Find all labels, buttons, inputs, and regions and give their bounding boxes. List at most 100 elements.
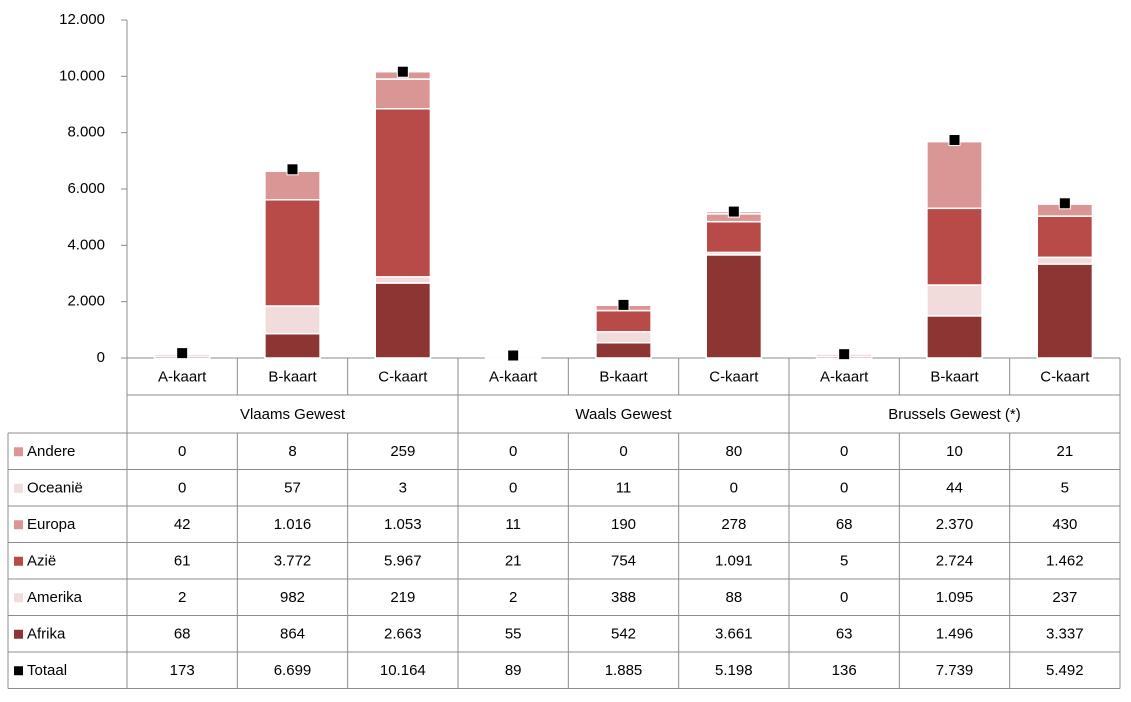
table-value: 68 xyxy=(836,516,853,533)
x-tick-label: B-kaart xyxy=(268,368,317,385)
y-tick-label: 2.000 xyxy=(67,293,105,310)
legend-swatch xyxy=(14,484,23,493)
x-tick-label: C-kaart xyxy=(1040,368,1090,385)
table-value: 3 xyxy=(399,480,407,497)
table-value: 8 xyxy=(288,443,296,460)
bar-segment xyxy=(1037,257,1092,264)
table-value: 5.492 xyxy=(1046,662,1084,679)
legend-swatch xyxy=(14,593,23,602)
x-tick-label: A-kaart xyxy=(820,368,869,385)
table-value: 2.724 xyxy=(936,553,974,570)
table-value: 430 xyxy=(1052,516,1077,533)
table-value: 136 xyxy=(832,662,857,679)
table-value: 10 xyxy=(946,443,963,460)
table-value: 3.337 xyxy=(1046,626,1084,643)
table-value: 0 xyxy=(840,589,848,606)
table-value: 21 xyxy=(505,553,522,570)
table-value: 1.885 xyxy=(605,662,643,679)
table-value: 2 xyxy=(509,589,517,606)
table-value: 11 xyxy=(505,516,521,533)
table-value: 0 xyxy=(509,480,517,497)
total-marker xyxy=(1059,198,1070,209)
table-value: 0 xyxy=(730,480,738,497)
table-value: 0 xyxy=(509,443,517,460)
table-value: 259 xyxy=(390,443,415,460)
bar-segment xyxy=(706,255,761,358)
table-value: 0 xyxy=(840,480,848,497)
total-marker xyxy=(287,164,298,175)
legend-label: Afrika xyxy=(27,626,66,643)
bar-segment xyxy=(927,285,982,316)
x-tick-label: C-kaart xyxy=(378,368,428,385)
bar-segment xyxy=(265,306,320,334)
table-value: 0 xyxy=(178,480,186,497)
bar-segment xyxy=(265,334,320,358)
bar-segment xyxy=(375,283,430,358)
x-tick-label: A-kaart xyxy=(158,368,207,385)
table-value: 219 xyxy=(390,589,415,606)
table-value: 190 xyxy=(611,516,636,533)
y-tick-label: 0 xyxy=(97,349,105,366)
legend-swatch xyxy=(14,630,23,639)
total-marker xyxy=(397,66,408,77)
table-value: 237 xyxy=(1052,589,1077,606)
table-value: 57 xyxy=(284,480,301,497)
y-tick-label: 6.000 xyxy=(67,180,105,197)
table-value: 5 xyxy=(840,553,848,570)
legend-swatch xyxy=(14,666,23,675)
table-value: 0 xyxy=(840,443,848,460)
bar-segment xyxy=(1037,216,1092,257)
table-value: 3.772 xyxy=(274,553,312,570)
table-value: 0 xyxy=(178,443,186,460)
table-value: 754 xyxy=(611,553,636,570)
table-value: 1.091 xyxy=(715,553,753,570)
bar-segment xyxy=(1037,264,1092,358)
total-marker xyxy=(508,350,519,361)
table-value: 5.967 xyxy=(384,553,422,570)
legend-label: Totaal xyxy=(27,662,67,679)
table-value: 44 xyxy=(946,480,963,497)
bar-segment xyxy=(596,332,651,343)
table-value: 68 xyxy=(174,626,191,643)
total-marker xyxy=(839,349,850,360)
table-value: 388 xyxy=(611,589,636,606)
table-value: 1.462 xyxy=(1046,553,1084,570)
bar-segment xyxy=(596,311,651,332)
table-value: 2 xyxy=(178,589,186,606)
total-marker xyxy=(177,348,188,359)
table-value: 42 xyxy=(174,516,191,533)
table-value: 1.053 xyxy=(384,516,422,533)
table-value: 80 xyxy=(725,443,742,460)
table-value: 21 xyxy=(1056,443,1073,460)
table-value: 63 xyxy=(836,626,853,643)
table-value: 11 xyxy=(616,480,632,497)
x-tick-label: B-kaart xyxy=(930,368,979,385)
table-value: 1.496 xyxy=(936,626,974,643)
bar-segment xyxy=(375,277,430,283)
table-value: 89 xyxy=(505,662,522,679)
group-label: Waals Gewest xyxy=(575,406,672,423)
legend-swatch xyxy=(14,447,23,456)
bar-segment xyxy=(375,109,430,277)
bar-segment xyxy=(596,343,651,358)
legend-label: Azië xyxy=(27,553,56,570)
table-value: 10.164 xyxy=(380,662,426,679)
legend-swatch xyxy=(14,557,23,566)
table-value: 982 xyxy=(280,589,305,606)
y-tick-label: 4.000 xyxy=(67,236,105,253)
y-tick-label: 12.000 xyxy=(59,11,105,28)
bar-segment xyxy=(927,316,982,358)
table-value: 542 xyxy=(611,626,636,643)
table-value: 61 xyxy=(174,553,191,570)
table-value: 2.370 xyxy=(936,516,974,533)
table-value: 278 xyxy=(721,516,746,533)
table-value: 864 xyxy=(280,626,305,643)
x-tick-label: C-kaart xyxy=(709,368,759,385)
total-marker xyxy=(949,135,960,146)
table-value: 2.663 xyxy=(384,626,422,643)
bar-segment xyxy=(265,200,320,306)
legend-label: Andere xyxy=(27,443,75,460)
table-value: 1.095 xyxy=(936,589,974,606)
total-marker xyxy=(728,206,739,217)
